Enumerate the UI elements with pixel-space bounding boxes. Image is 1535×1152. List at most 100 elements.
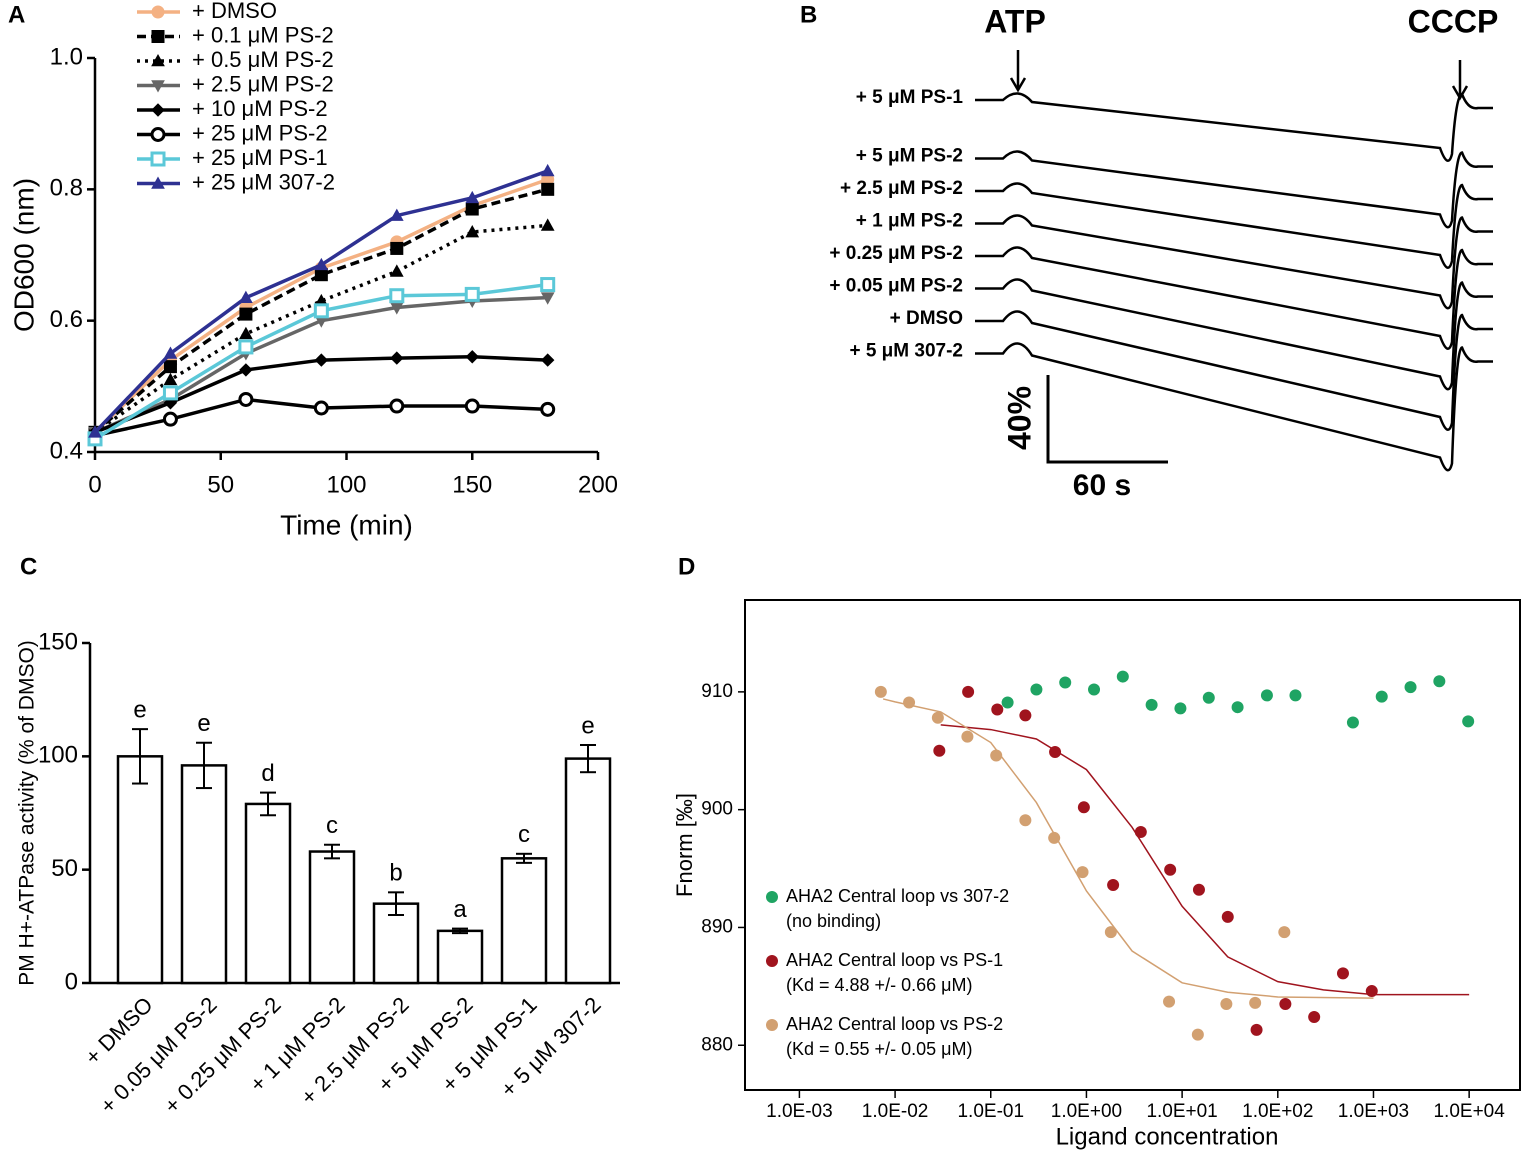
data-point <box>1049 745 1062 758</box>
x-tick-label: 150 <box>452 471 492 498</box>
legend-label: + 2.5 μM PS-2 <box>192 71 334 96</box>
marker <box>465 202 479 216</box>
data-point <box>1163 995 1176 1008</box>
marker <box>239 363 253 377</box>
significance-letter: a <box>453 896 467 923</box>
marker <box>313 400 329 416</box>
data-point <box>1249 996 1262 1009</box>
x-tick-label: 200 <box>578 471 618 498</box>
marker <box>389 264 404 277</box>
marker <box>464 286 480 302</box>
marker <box>151 176 165 189</box>
legend-note: (Kd = 0.55 +/- 0.05 μM) <box>786 1039 972 1059</box>
data-point <box>1375 690 1388 703</box>
bar <box>564 757 612 985</box>
y-tick-label: 910 <box>701 681 733 702</box>
significance-letter: e <box>197 710 210 737</box>
data-point <box>1164 863 1177 876</box>
data-point <box>874 685 887 698</box>
data-point <box>991 703 1004 716</box>
trace <box>975 246 1493 350</box>
marker <box>163 372 178 386</box>
data-point <box>1104 926 1117 939</box>
marker <box>239 326 253 340</box>
y-tick-label: 0.4 <box>50 437 83 464</box>
data-point <box>1019 814 1032 827</box>
significance-letter: e <box>581 712 594 739</box>
trace-label: + DMSO <box>890 308 963 329</box>
fit-curve <box>940 724 1470 996</box>
data-point <box>1346 716 1359 729</box>
scale-bar <box>1046 375 1168 464</box>
data-point <box>1048 831 1061 844</box>
data-point <box>1250 1023 1263 1036</box>
legend-marker <box>766 955 778 967</box>
trace-label: + 5 μM PS-1 <box>856 87 964 108</box>
marker <box>390 351 404 365</box>
legend-label: + 0.5 μM PS-2 <box>192 47 334 72</box>
marker <box>239 290 253 303</box>
trace-label: + 5 μM 307-2 <box>849 341 963 362</box>
bar <box>180 764 228 985</box>
x-tick-label: 1.0E-01 <box>957 1101 1024 1122</box>
data-point <box>1145 698 1158 711</box>
data-point <box>1192 883 1205 896</box>
significance-letter: e <box>133 696 146 723</box>
panel-label: B <box>800 1 817 28</box>
bar <box>244 802 292 985</box>
x-tick-label: 1.0E+00 <box>1051 1101 1122 1122</box>
trace <box>975 150 1493 229</box>
marker <box>151 5 165 19</box>
marker <box>540 277 556 293</box>
marker <box>313 303 329 319</box>
marker <box>162 411 178 427</box>
panel-label: A <box>8 1 25 28</box>
legend-label: + DMSO <box>192 0 277 23</box>
fit-curve <box>882 698 1374 999</box>
marker <box>151 53 165 67</box>
data-point <box>1433 675 1446 688</box>
marker <box>151 30 165 43</box>
data-point <box>1260 689 1273 702</box>
panel-label: C <box>20 553 37 580</box>
marker <box>540 163 555 177</box>
marker <box>238 391 254 407</box>
marker <box>163 346 178 359</box>
y-tick-label: 100 <box>38 742 78 769</box>
marker <box>314 257 329 271</box>
y-tick-label: 1.0 <box>50 43 83 70</box>
y-tick-label: 150 <box>38 628 78 655</box>
trace-label: + 0.05 μM PS-2 <box>829 276 963 297</box>
y-axis-label: OD600 (nm) <box>8 178 39 332</box>
data-point <box>1077 801 1090 814</box>
x-tick-label: 0 <box>88 471 101 498</box>
data-point <box>903 696 916 709</box>
marker <box>151 80 165 93</box>
trace-label: + 0.25 μM PS-2 <box>829 243 963 264</box>
x-tick-label: + 0.25 μM PS-2 <box>159 992 286 1119</box>
marker <box>162 385 178 401</box>
x-axis-label: Time (min) <box>280 509 413 540</box>
marker <box>540 353 555 367</box>
data-point <box>1134 826 1147 839</box>
legend-label: + 25 μM PS-2 <box>192 120 328 145</box>
x-tick-label: 50 <box>207 471 234 498</box>
data-point <box>1231 701 1244 714</box>
significance-letter: c <box>518 821 530 848</box>
legend-label: + 25 μM 307-2 <box>192 169 335 194</box>
data-point <box>962 685 975 698</box>
data-point <box>931 711 944 724</box>
trace <box>975 92 1493 162</box>
y-tick-label: 890 <box>701 916 733 937</box>
y-tick-label: 50 <box>51 855 78 882</box>
data-point <box>1019 709 1032 722</box>
legend-marker <box>766 1019 778 1031</box>
data-point <box>1462 715 1475 728</box>
data-point <box>1030 683 1043 696</box>
x-tick-label: 100 <box>326 471 366 498</box>
legend-note: (Kd = 4.88 +/- 0.66 μM) <box>786 975 972 995</box>
data-point <box>1365 985 1378 998</box>
significance-letter: c <box>326 812 338 839</box>
legend-note: (no binding) <box>786 911 881 931</box>
